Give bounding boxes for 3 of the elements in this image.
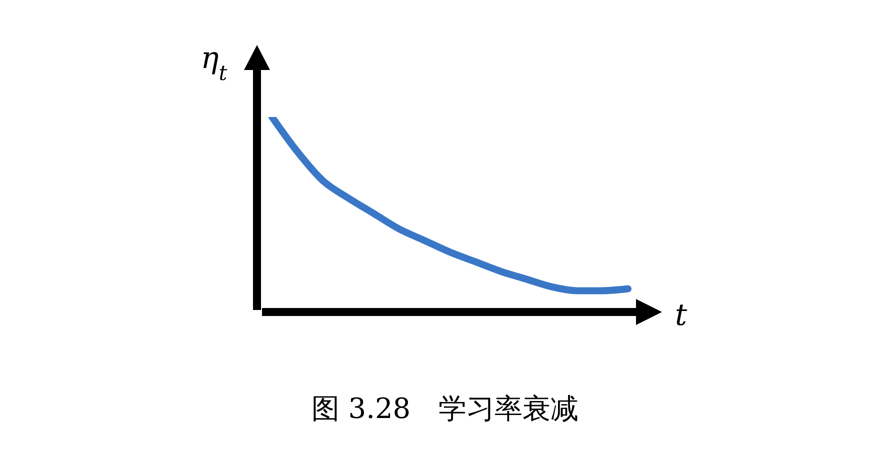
caption: 图 3.28 学习率衰减 <box>310 391 580 427</box>
y-axis-title: η$_{t}$ <box>200 41 228 85</box>
x-axis-title: t <box>674 298 688 333</box>
